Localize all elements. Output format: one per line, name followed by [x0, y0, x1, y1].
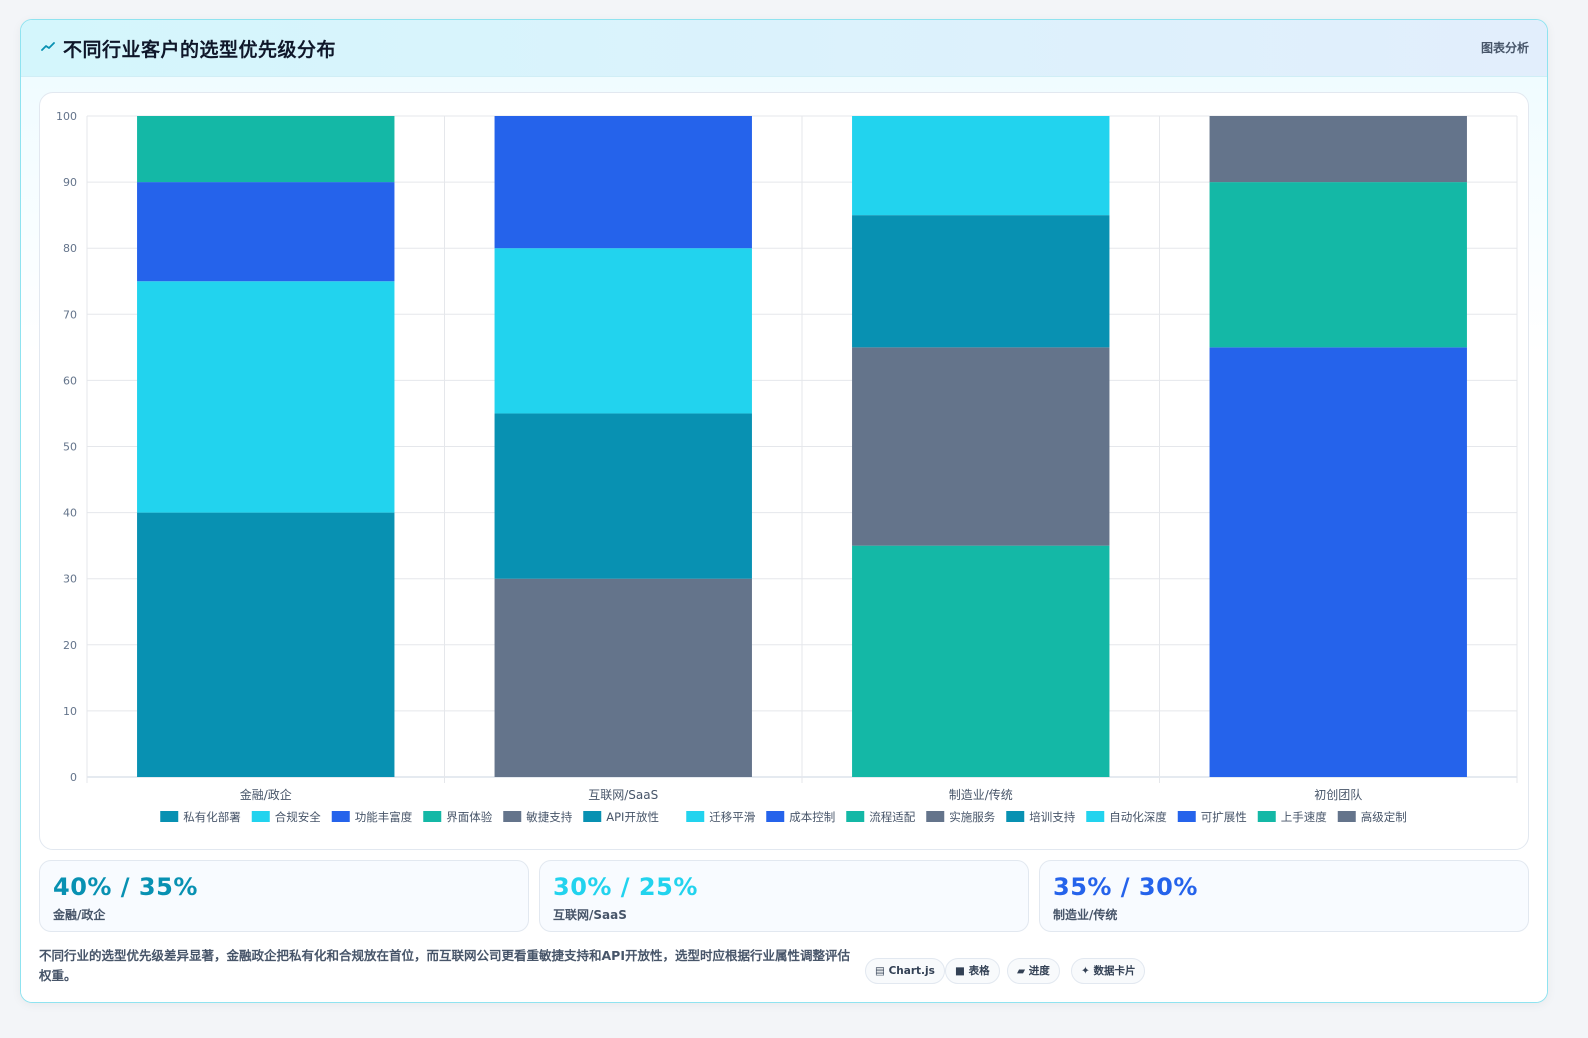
legend-label: 功能丰富度 [355, 810, 413, 824]
y-tick-label: 100 [56, 110, 77, 123]
legend-swatch [846, 811, 865, 822]
bar-segment [852, 545, 1110, 777]
bar-segment [852, 347, 1110, 546]
legend-label: 实施服务 [949, 810, 995, 824]
y-tick-label: 0 [70, 771, 77, 784]
bar-segment [494, 116, 752, 249]
bar-segment [494, 248, 752, 414]
card-header: 不同行业客户的选型优先级分布 图表分析 [21, 20, 1547, 77]
table-icon: ■ [955, 965, 965, 977]
bar-segment [494, 578, 752, 777]
y-tick-label: 40 [63, 507, 77, 520]
legend-label: 自动化深度 [1109, 810, 1167, 824]
chip-data-card[interactable]: ✦ 数据卡片 [1071, 958, 1146, 984]
stat-card-internet: 30% / 25% 互联网/SaaS [539, 860, 1029, 932]
legend-label: 上手速度 [1281, 810, 1327, 824]
x-tick-label: 初创团队 [1314, 787, 1362, 802]
stat-label: 制造业/传统 [1053, 908, 1118, 922]
stat-value: 40% / 35% [53, 873, 198, 901]
bar-segment [1209, 347, 1467, 777]
x-tick-label: 互联网/SaaS [588, 788, 658, 802]
legend-swatch [686, 811, 705, 822]
chart-icon: ▤ [875, 965, 885, 977]
legend-label: 私有化部署 [183, 810, 241, 824]
legend-swatch [1337, 811, 1356, 822]
y-tick-label: 80 [63, 242, 77, 255]
progress-icon: ▰ [1017, 965, 1026, 977]
bar-segment [137, 182, 395, 282]
legend-label: 流程适配 [869, 810, 915, 824]
chart-panel: 0 10 20 30 40 50 60 70 80 90 100 金融/政企 互联网/SaaS 制造业/传… [39, 92, 1529, 850]
y-tick-label: 70 [63, 308, 77, 321]
x-tick-label: 制造业/传统 [949, 787, 1013, 802]
legend-swatch [251, 811, 270, 822]
legend-label: 可扩展性 [1201, 810, 1247, 824]
legend-swatch [160, 811, 179, 822]
bar-segment [1209, 116, 1467, 183]
bar-segment [137, 512, 395, 777]
legend-label: 敏捷支持 [526, 810, 572, 824]
legend-swatch [1006, 811, 1025, 822]
chip-label: 表格 [968, 965, 990, 977]
legend-swatch [1257, 811, 1276, 822]
stat-label: 互联网/SaaS [553, 908, 627, 922]
legend-swatch [503, 811, 522, 822]
chip-progress[interactable]: ▰ 进度 [1007, 958, 1060, 984]
trend-line-icon [41, 42, 55, 51]
bar-segment [494, 413, 752, 579]
stat-value: 30% / 25% [553, 873, 698, 901]
legend-label: 界面体验 [446, 810, 492, 824]
stacked-bar-chart: 0 10 20 30 40 50 60 70 80 90 100 金融/政企 互联网/SaaS 制造业/传… [56, 110, 1518, 824]
y-tick-label: 50 [63, 441, 77, 454]
legend-label: 高级定制 [1361, 810, 1407, 824]
legend-label: 迁移平滑 [709, 810, 755, 824]
card-body: 0 10 20 30 40 50 60 70 80 90 100 金融/政企 互联网/SaaS 制造业/传… [21, 77, 1547, 1002]
legend-swatch [1177, 811, 1196, 822]
chip-label: Chart.js [888, 965, 935, 977]
stat-card-manufacturing: 35% / 30% 制造业/传统 [1039, 860, 1529, 932]
legend-swatch [766, 811, 785, 822]
stat-value: 35% / 30% [1053, 873, 1198, 901]
chart-analysis-tag: 图表分析 [1480, 41, 1529, 55]
legend-label: API开放性 [606, 810, 659, 824]
chip-table[interactable]: ■ 表格 [945, 958, 1000, 984]
summary-text: 不同行业的选型优先级差异显著，金融政企把私有化和合规放在首位，而互联网公司更看重… [39, 948, 850, 983]
legend-swatch [331, 811, 350, 822]
card-title: 不同行业客户的选型优先级分布 [63, 39, 337, 61]
chip-label: 数据卡片 [1093, 965, 1136, 977]
y-tick-label: 60 [63, 374, 77, 387]
y-tick-label: 10 [63, 705, 77, 718]
y-tick-label: 90 [63, 176, 77, 189]
stat-card-finance: 40% / 35% 金融/政企 [39, 860, 529, 932]
legend-label: 培训支持 [1029, 810, 1075, 824]
bar-segment [852, 215, 1110, 348]
legend-swatch [926, 811, 945, 822]
stat-label: 金融/政企 [53, 908, 106, 922]
x-tick-label: 金融/政企 [240, 787, 292, 802]
legend-swatch [1086, 811, 1105, 822]
chip-label: 进度 [1028, 965, 1050, 977]
bar-segment [1209, 182, 1467, 348]
sparkle-icon: ✦ [1081, 965, 1090, 977]
chart-card: 不同行业客户的选型优先级分布 图表分析 0 10 20 30 40 50 60 70 80 90 1… [20, 19, 1548, 1003]
bar-segment [852, 116, 1110, 216]
legend-label: 成本控制 [789, 810, 835, 824]
legend-label: 合规安全 [275, 810, 321, 824]
bar-segment [137, 116, 395, 183]
y-tick-label: 20 [63, 639, 77, 652]
legend-swatch [423, 811, 442, 822]
chip-chartjs[interactable]: ▤ Chart.js [865, 958, 945, 984]
bar-segment [137, 281, 395, 513]
y-tick-label: 30 [63, 573, 77, 586]
legend-swatch [583, 811, 602, 822]
